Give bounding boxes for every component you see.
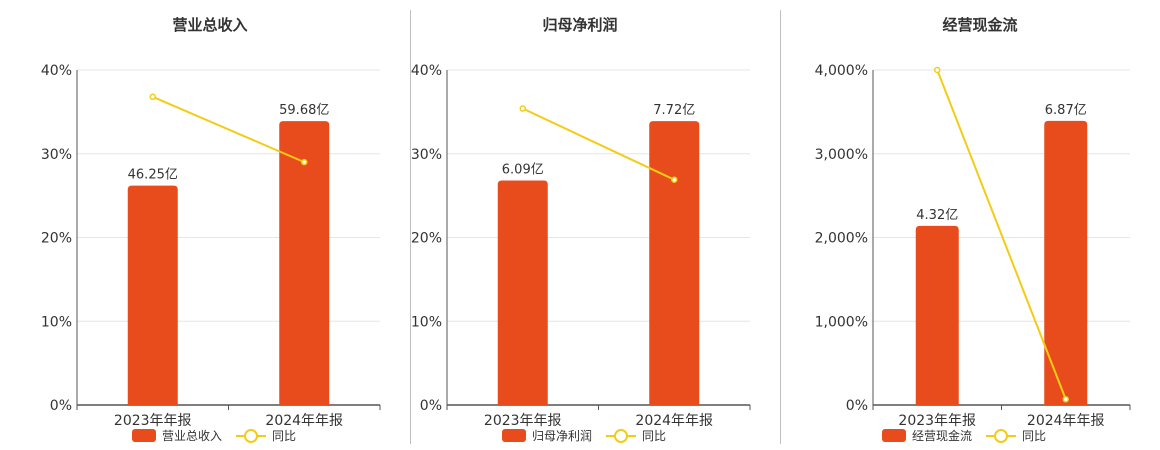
y-tick-label: 30% bbox=[41, 147, 72, 163]
bar bbox=[915, 225, 959, 405]
yoy-point bbox=[671, 176, 678, 183]
legend-bar-label: 营业总收入 bbox=[162, 429, 223, 443]
chart-panel-cash-flow: 经营现金流 0% 1,000% 2,000% 3,000% 4,000% 2023年年报 2… bbox=[760, 0, 1160, 450]
y-tick-label: 1,000% bbox=[815, 314, 868, 330]
legend-bar-swatch bbox=[882, 429, 906, 442]
bar-value-label: 6.09亿 bbox=[502, 163, 544, 178]
chart-panel-revenue: 营业总收入 0% 10% 20% 30% 40% 2023年年报 2024年年报 46.25亿… bbox=[0, 0, 400, 450]
chart-title: 经营现金流 bbox=[942, 16, 1018, 34]
yoy-line bbox=[936, 69, 1067, 400]
y-tick-label: 30% bbox=[411, 147, 442, 163]
bar bbox=[497, 180, 548, 405]
chart-revenue: 0% 10% 20% 30% 40% 2023年年报 2024年年报 46.25亿 59.68亿 bbox=[41, 63, 381, 429]
legend-line-label: 同比 bbox=[642, 429, 667, 443]
legend-line-swatch bbox=[236, 428, 267, 443]
bar-value-label: 7.72亿 bbox=[653, 103, 695, 118]
y-tick-label: 10% bbox=[411, 314, 442, 330]
bar bbox=[1044, 120, 1088, 405]
chart-title: 归母净利润 bbox=[542, 16, 618, 34]
x-tick-label: 2024年年报 bbox=[1027, 413, 1105, 429]
panel-divider bbox=[780, 10, 781, 444]
bar-value-label: 4.32亿 bbox=[916, 208, 958, 223]
legend: 营业总收入 同比 bbox=[132, 427, 296, 444]
x-tick-label: 2023年年报 bbox=[898, 413, 976, 429]
x-tick-label: 2023年年报 bbox=[114, 413, 192, 429]
y-tick-label: 3,000% bbox=[815, 147, 868, 163]
x-tick-label: 2024年年报 bbox=[265, 413, 343, 429]
yoy-point bbox=[934, 66, 941, 74]
chart-panel-net-profit: 归母净利润 0% 10% 20% 30% 40% 2023年年报 2024年年报 6.09亿 7… bbox=[370, 0, 770, 450]
legend-line-swatch bbox=[986, 428, 1017, 443]
y-tick-label: 2,000% bbox=[815, 231, 868, 247]
x-tick-label: 2024年年报 bbox=[635, 413, 713, 429]
legend-line-swatch bbox=[606, 428, 637, 443]
legend-bar-label: 经营现金流 bbox=[912, 429, 973, 443]
y-tick-label: 20% bbox=[41, 231, 72, 247]
x-tick-label: 2023年年报 bbox=[484, 413, 562, 429]
bar bbox=[127, 185, 178, 405]
legend-line-label: 同比 bbox=[272, 429, 297, 443]
legend-bar-label: 归母净利润 bbox=[532, 429, 593, 443]
legend: 归母净利润 同比 bbox=[502, 427, 666, 444]
panel-divider bbox=[410, 10, 411, 444]
chart-cash-flow: 0% 1,000% 2,000% 3,000% 4,000% 2023年年报 2024年年报… bbox=[815, 63, 1131, 429]
y-tick-label: 40% bbox=[411, 63, 442, 79]
legend-line-label: 同比 bbox=[1022, 429, 1047, 443]
legend: 经营现金流 同比 bbox=[882, 427, 1046, 444]
y-tick-label: 10% bbox=[41, 314, 72, 330]
legend-bar-swatch bbox=[502, 429, 526, 442]
yoy-line bbox=[152, 95, 305, 164]
y-tick-label: 4,000% bbox=[815, 63, 868, 79]
legend-bar-swatch bbox=[132, 429, 156, 442]
chart-net-profit: 0% 10% 20% 30% 40% 2023年年报 2024年年报 6.09亿 7.72亿 bbox=[411, 63, 751, 429]
y-tick-label: 0% bbox=[846, 398, 868, 414]
bar bbox=[649, 121, 700, 406]
chart-title: 营业总收入 bbox=[172, 16, 248, 34]
y-tick-label: 40% bbox=[41, 63, 72, 79]
y-tick-label: 0% bbox=[420, 398, 442, 414]
bar-value-label: 46.25亿 bbox=[128, 168, 178, 183]
yoy-point bbox=[1062, 396, 1069, 403]
yoy-point bbox=[519, 105, 526, 112]
bar-value-label: 6.87亿 bbox=[1045, 103, 1087, 118]
y-tick-label: 20% bbox=[411, 231, 442, 247]
bar-value-label: 59.68亿 bbox=[279, 103, 329, 118]
yoy-point bbox=[301, 158, 308, 166]
bar bbox=[279, 121, 330, 406]
yoy-point bbox=[149, 93, 156, 101]
y-tick-label: 0% bbox=[50, 398, 72, 414]
yoy-line bbox=[522, 107, 675, 181]
